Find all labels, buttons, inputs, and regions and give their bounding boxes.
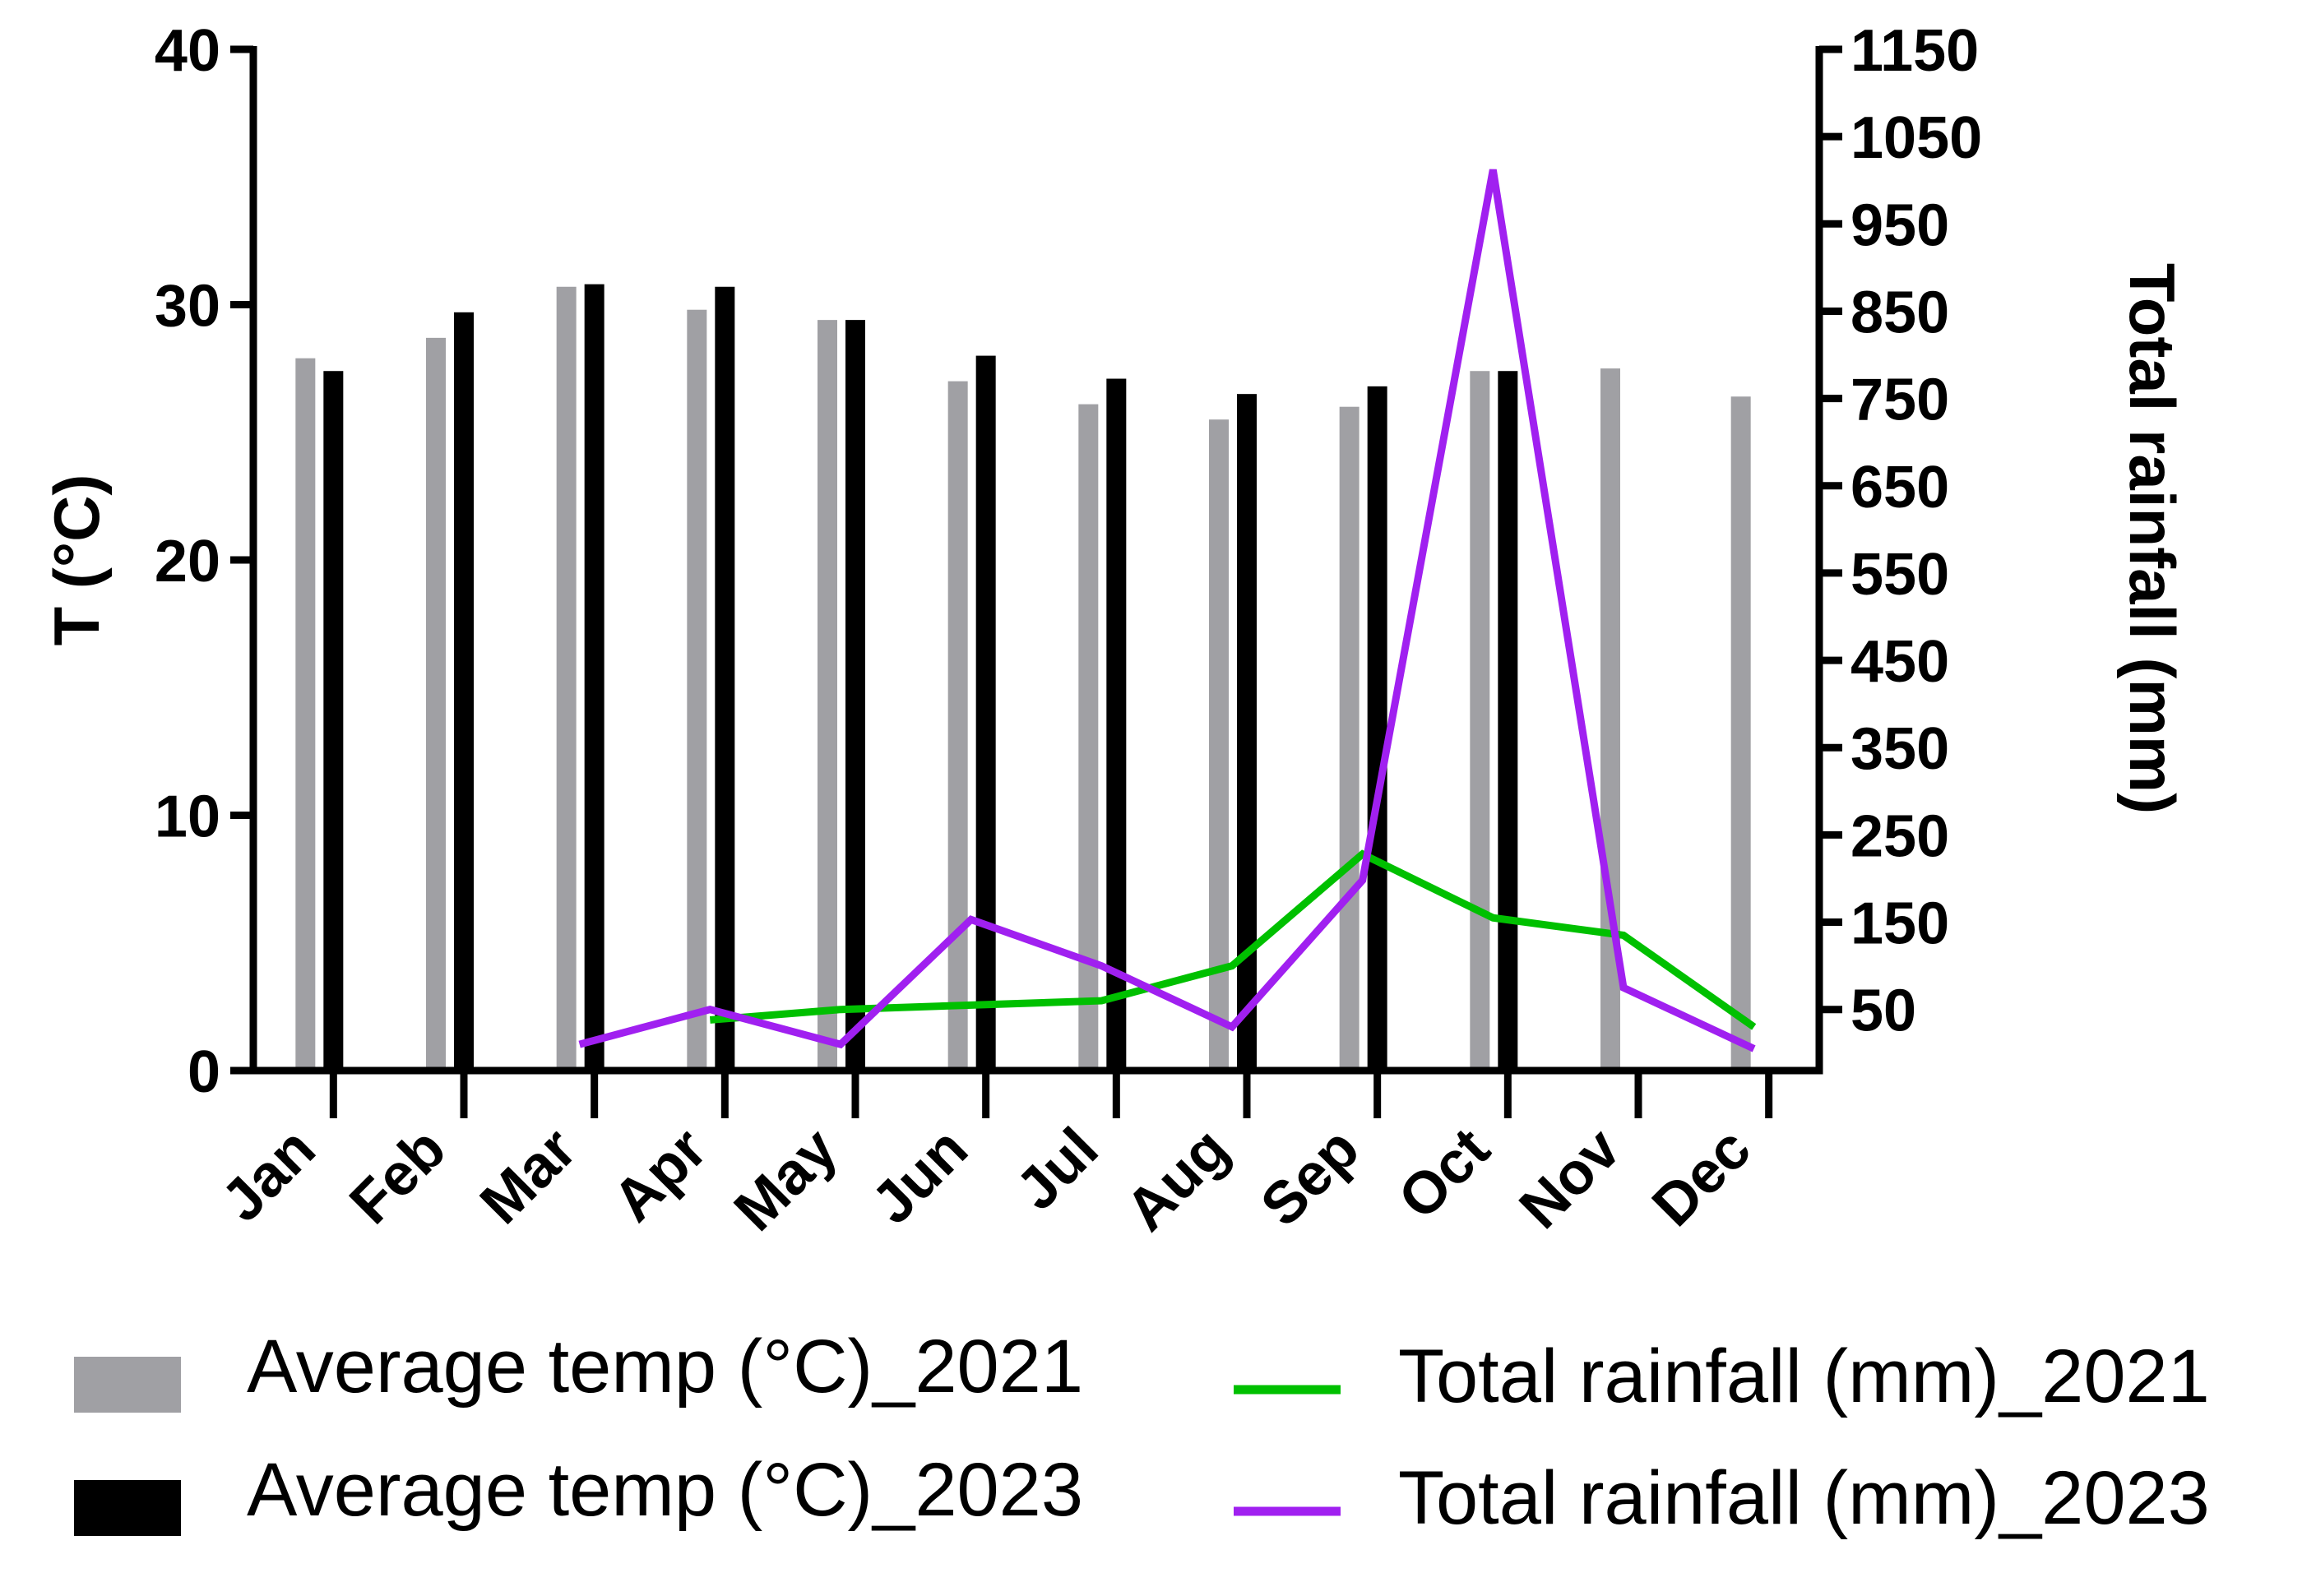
left-axis-title: T (°C): [40, 474, 113, 646]
x-tick-label-nov: Nov: [1508, 1116, 1633, 1242]
right-tick-label: 950: [1850, 192, 1949, 258]
left-tick-label: 10: [155, 784, 220, 850]
right-tick-label: 750: [1850, 368, 1949, 433]
left-tick-label: 0: [188, 1039, 220, 1105]
legend-swatch: [74, 1480, 181, 1536]
bar-2023-oct: [1498, 371, 1518, 1071]
bar-2021-may: [818, 320, 837, 1071]
line-rainfall-2023: [578, 169, 1756, 1052]
lines-group: [578, 169, 1757, 1052]
x-tick-label-may: May: [722, 1116, 850, 1244]
right-tick-label: 1150: [1850, 18, 1979, 84]
x-tick-label-sep: Sep: [1248, 1116, 1372, 1239]
bar-2023-mar: [584, 284, 604, 1071]
x-tick-label-jan: Jan: [209, 1116, 327, 1234]
bar-2023-sep: [1367, 386, 1387, 1071]
right-axis-title: Total rainfall (mm): [2116, 263, 2189, 814]
x-tick-label-oct: Oct: [1386, 1116, 1502, 1232]
right-tick-label: 650: [1850, 455, 1949, 520]
right-tick-label: 150: [1850, 891, 1949, 957]
bar-2023-jan: [323, 371, 344, 1071]
right-tick-label: 250: [1850, 803, 1949, 869]
bar-2023-feb: [454, 312, 474, 1071]
bar-2023-may: [845, 320, 865, 1071]
legend-label: Total rainfall (mm)_2023: [1398, 1456, 2210, 1540]
legend-swatch: [74, 1357, 181, 1413]
x-tick-label-apr: Apr: [600, 1116, 719, 1234]
legend-item: Total rainfall (mm)_2023: [1234, 1456, 2210, 1540]
left-tick-label: 30: [155, 274, 220, 340]
bar-2023-jul: [1106, 378, 1127, 1071]
right-tick-label: 850: [1850, 280, 1949, 345]
bar-2021-jun: [947, 381, 968, 1071]
bar-2021-aug: [1209, 419, 1229, 1071]
legend-item: Total rainfall (mm)_2021: [1234, 1335, 2210, 1418]
right-tick-label: 450: [1850, 629, 1949, 695]
x-tick-label-aug: Aug: [1114, 1116, 1242, 1244]
x-tick-label-mar: Mar: [468, 1116, 589, 1237]
x-tick-label-jul: Jul: [1004, 1116, 1111, 1223]
right-tick-label: 350: [1850, 716, 1949, 782]
right-tick-label: 550: [1850, 542, 1949, 608]
bar-2021-sep: [1339, 406, 1359, 1071]
legend-label: Total rainfall (mm)_2021: [1398, 1335, 2210, 1418]
x-tick-label-jun: Jun: [859, 1116, 980, 1237]
bar-2021-oct: [1470, 371, 1490, 1071]
x-tick-label-dec: Dec: [1640, 1116, 1763, 1239]
x-tick-label-feb: Feb: [337, 1116, 458, 1237]
line-rainfall-2021: [709, 849, 1757, 1030]
left-tick-label: 20: [155, 529, 220, 594]
bar-2021-mar: [556, 286, 577, 1071]
right-tick-label: 50: [1850, 978, 1916, 1044]
bar-2021-dec: [1730, 396, 1751, 1071]
legend: Average temp (°C)_2021 Average temp (°C)_…: [74, 1325, 2210, 1540]
bar-2023-apr: [715, 286, 735, 1071]
bar-2023-jun: [975, 355, 996, 1071]
legend-item: Average temp (°C)_2021: [74, 1325, 1083, 1413]
right-tick-label: 1050: [1850, 105, 1982, 171]
bar-2023-aug: [1237, 394, 1257, 1071]
bar-2021-jul: [1078, 404, 1099, 1071]
bar-2021-apr: [687, 309, 707, 1071]
legend-item: Average temp (°C)_2023: [74, 1448, 1083, 1536]
legend-label: Average temp (°C)_2021: [247, 1325, 1083, 1409]
legend-label: Average temp (°C)_2023: [247, 1448, 1083, 1532]
left-tick-label: 40: [155, 18, 220, 84]
bars-group: [295, 284, 1751, 1071]
bar-2021-jan: [295, 358, 316, 1071]
bar-2021-feb: [426, 337, 446, 1071]
